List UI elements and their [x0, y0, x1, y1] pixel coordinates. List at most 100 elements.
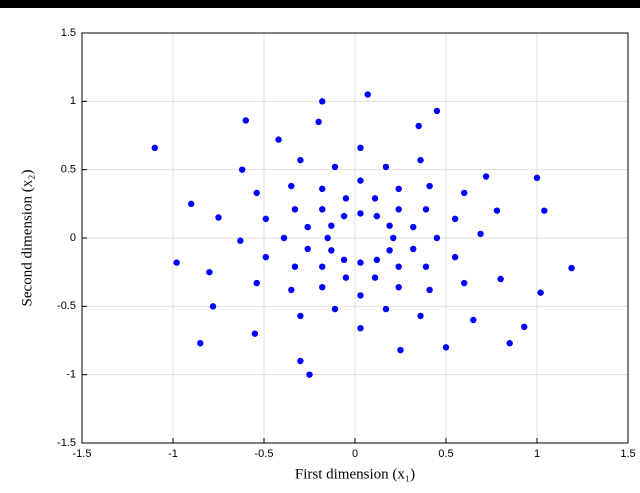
- point: [417, 156, 424, 164]
- point: [251, 330, 259, 337]
- point: [324, 234, 331, 242]
- point: [357, 177, 364, 184]
- point: [451, 253, 459, 261]
- y-tick-label: -1: [66, 369, 76, 381]
- point: [319, 206, 326, 213]
- point: [209, 303, 217, 310]
- point: [237, 237, 244, 244]
- x-tick-label: 1.5: [620, 448, 635, 460]
- point: [537, 289, 544, 296]
- point: [262, 215, 270, 223]
- point: [482, 173, 490, 180]
- point: [319, 98, 326, 105]
- point: [395, 185, 402, 192]
- x-tick-label: -1.5: [73, 448, 92, 460]
- point: [357, 144, 364, 151]
- point: [304, 245, 311, 253]
- point: [541, 207, 548, 214]
- point: [395, 284, 402, 291]
- point: [422, 206, 430, 213]
- point: [215, 214, 222, 221]
- y-axis-label: Second dimension (x₂): [19, 170, 35, 307]
- point: [364, 91, 371, 98]
- point: [521, 323, 528, 331]
- point: [342, 195, 350, 202]
- point: [197, 340, 204, 347]
- point: [315, 118, 322, 126]
- point: [357, 210, 364, 217]
- point: [304, 223, 311, 231]
- y-tick-label: 1.5: [61, 27, 76, 39]
- point: [319, 284, 326, 291]
- point: [371, 274, 379, 281]
- point: [442, 344, 450, 351]
- point: [297, 357, 304, 365]
- point: [451, 215, 459, 223]
- point: [415, 122, 422, 130]
- point: [357, 325, 364, 332]
- point: [422, 263, 430, 270]
- point: [493, 207, 501, 214]
- point: [357, 292, 364, 299]
- point: [291, 206, 299, 213]
- point: [461, 279, 468, 287]
- point: [568, 264, 575, 272]
- point: [342, 274, 350, 281]
- point: [319, 185, 326, 192]
- point: [238, 166, 246, 173]
- point: [461, 189, 468, 197]
- x-tick-label: 0.5: [438, 448, 453, 460]
- point: [262, 253, 270, 261]
- x-tick-label: -0.5: [255, 448, 274, 460]
- point: [328, 222, 335, 229]
- x-tick-label: 1: [534, 448, 540, 460]
- point: [386, 247, 393, 254]
- y-tick-label: 0.5: [61, 164, 76, 176]
- point: [188, 200, 195, 208]
- point: [386, 222, 393, 229]
- plot-frame: [81, 32, 629, 444]
- point: [533, 174, 541, 182]
- y-tick-label: 0: [70, 232, 76, 244]
- point: [382, 305, 390, 313]
- x-tick-label: 0: [352, 448, 358, 460]
- y-tick-label: -1.5: [57, 437, 76, 449]
- point: [395, 206, 402, 213]
- point: [373, 212, 381, 220]
- y-tick-label: 1: [70, 95, 76, 107]
- point: [331, 305, 339, 313]
- point: [433, 234, 441, 242]
- point: [297, 156, 304, 164]
- point: [291, 263, 299, 270]
- point: [173, 259, 180, 266]
- point: [253, 279, 260, 287]
- point: [371, 195, 379, 202]
- y-tick-label: -0.5: [57, 300, 76, 312]
- point: [357, 259, 364, 266]
- point: [340, 256, 348, 264]
- point: [395, 263, 402, 270]
- point: [319, 263, 326, 270]
- point: [477, 230, 484, 238]
- point: [470, 316, 477, 324]
- point: [497, 275, 504, 283]
- point: [340, 212, 348, 220]
- top-bar: [0, 0, 640, 8]
- point: [328, 247, 335, 254]
- point: [288, 182, 295, 190]
- point: [390, 234, 397, 242]
- point: [506, 340, 513, 347]
- point: [433, 107, 441, 115]
- point: [242, 117, 249, 124]
- point: [297, 312, 304, 320]
- x-axis-label: First dimension (x₁): [295, 466, 415, 482]
- point: [151, 144, 158, 151]
- point: [206, 268, 213, 276]
- point: [280, 234, 288, 242]
- point: [397, 346, 404, 354]
- point: [382, 163, 390, 171]
- point: [373, 256, 381, 264]
- point: [331, 163, 339, 171]
- x-tick-label: -1: [168, 448, 178, 460]
